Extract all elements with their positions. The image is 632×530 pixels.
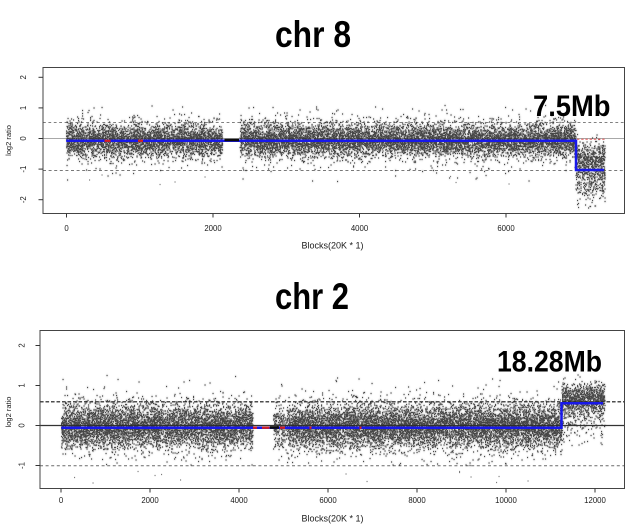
svg-text:12000: 12000 bbox=[584, 496, 606, 505]
svg-text:-1: -1 bbox=[19, 166, 28, 173]
svg-text:0: 0 bbox=[19, 136, 28, 141]
svg-text:4000: 4000 bbox=[351, 224, 369, 233]
svg-text:2: 2 bbox=[18, 343, 27, 347]
svg-text:0: 0 bbox=[59, 496, 64, 505]
svg-text:18.28Mb: 18.28Mb bbox=[497, 345, 602, 378]
svg-text:log2 ratio: log2 ratio bbox=[4, 397, 13, 428]
svg-text:8000: 8000 bbox=[408, 496, 426, 505]
svg-text:-1: -1 bbox=[18, 462, 27, 469]
svg-text:chr 8: chr 8 bbox=[275, 14, 351, 55]
svg-text:1: 1 bbox=[19, 106, 28, 110]
svg-text:6000: 6000 bbox=[497, 224, 515, 233]
svg-text:Blocks(20K * 1): Blocks(20K * 1) bbox=[301, 514, 363, 524]
svg-text:2: 2 bbox=[19, 75, 28, 79]
svg-text:0: 0 bbox=[18, 423, 27, 428]
svg-text:0: 0 bbox=[64, 224, 69, 233]
svg-text:-2: -2 bbox=[19, 196, 28, 203]
svg-text:log2 ratio: log2 ratio bbox=[4, 125, 13, 156]
svg-text:Blocks(20K * 1): Blocks(20K * 1) bbox=[301, 241, 363, 251]
svg-text:10000: 10000 bbox=[495, 496, 517, 505]
svg-text:2000: 2000 bbox=[204, 224, 222, 233]
svg-text:chr 2: chr 2 bbox=[275, 276, 349, 317]
svg-text:4000: 4000 bbox=[230, 496, 248, 505]
svg-text:1: 1 bbox=[18, 383, 27, 387]
svg-text:6000: 6000 bbox=[319, 496, 337, 505]
svg-text:7.5Mb: 7.5Mb bbox=[533, 90, 611, 123]
svg-text:2000: 2000 bbox=[141, 496, 159, 505]
